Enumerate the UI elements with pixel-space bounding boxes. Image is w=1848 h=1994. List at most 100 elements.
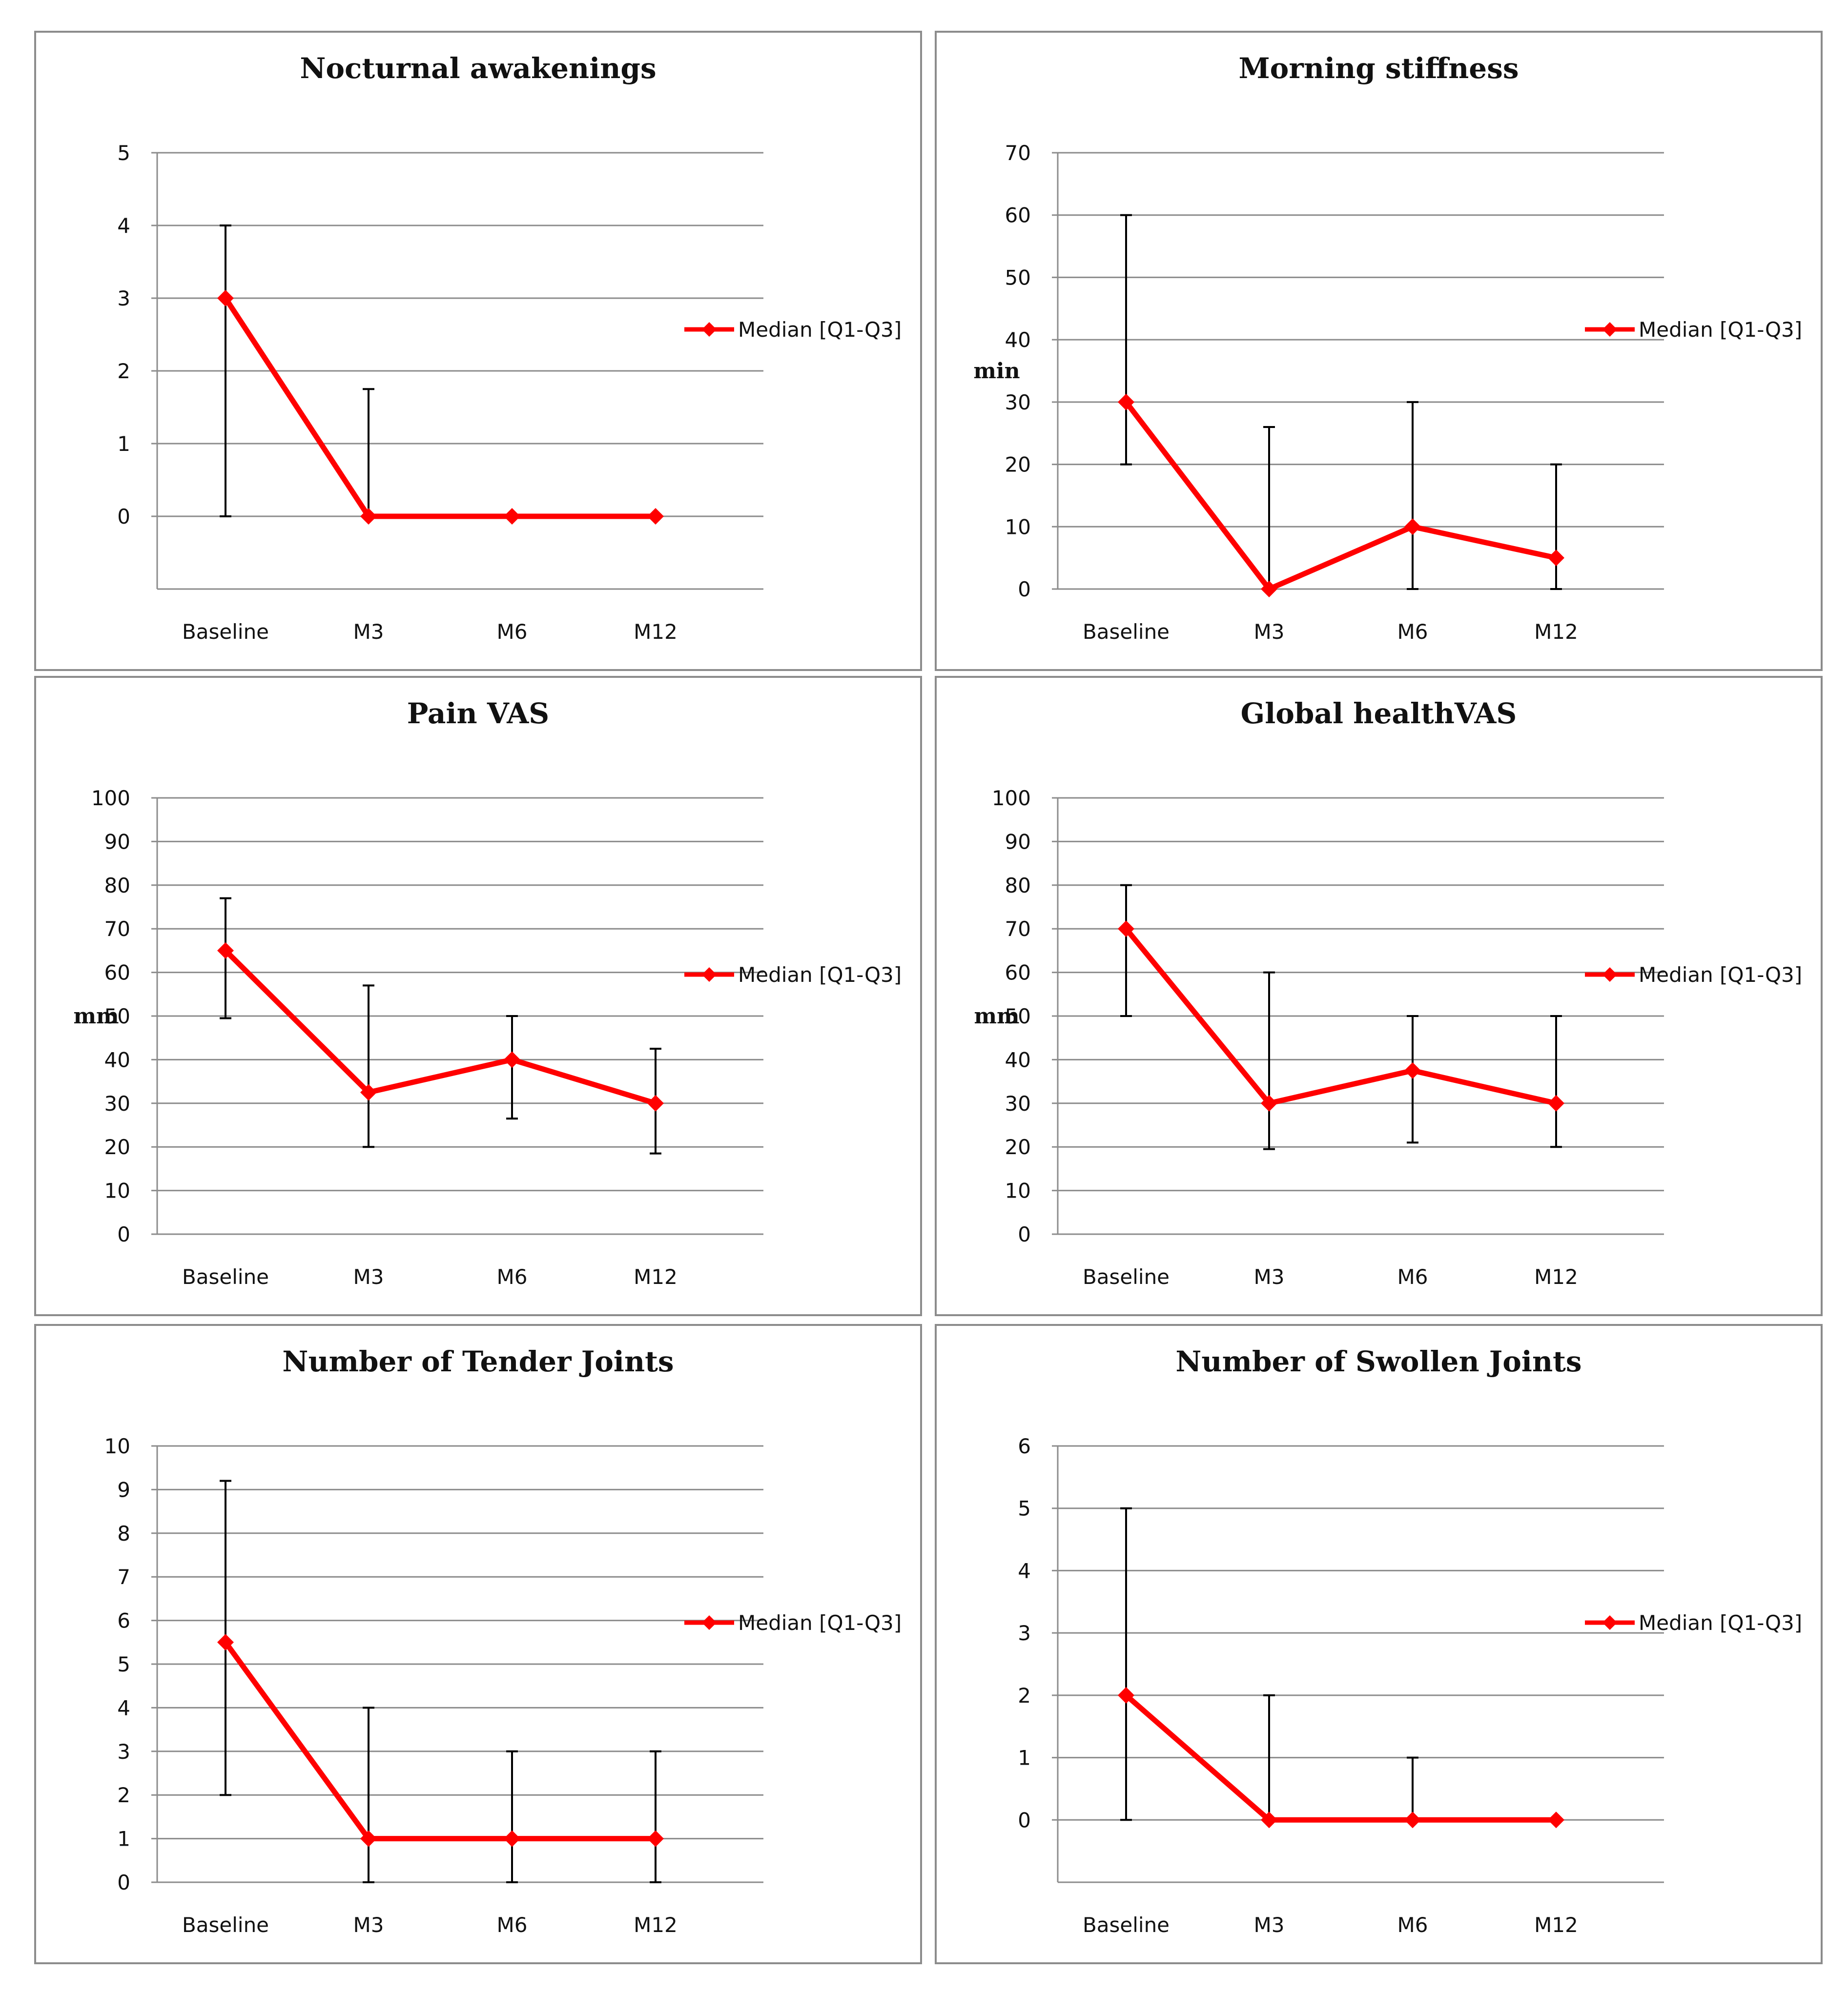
y-tick-label: 5 [1018, 1497, 1031, 1521]
y-tick-label: 70 [104, 917, 130, 941]
x-tick-label: Baseline [1083, 620, 1170, 644]
x-tick-label: M6 [497, 1265, 528, 1289]
y-tick-label: 5 [117, 1652, 130, 1676]
panel-frame [34, 31, 922, 671]
legend-label: Median [Q1-Q3] [1639, 318, 1802, 342]
data-point [1404, 1811, 1421, 1829]
y-tick-label: 50 [104, 1004, 130, 1028]
y-tick-label: 0 [117, 1222, 130, 1246]
y-tick-label: 40 [1005, 1048, 1031, 1072]
x-tick-label: M6 [1397, 620, 1428, 644]
data-point [647, 508, 664, 525]
y-tick-label: 100 [992, 786, 1031, 810]
y-tick-label: 1 [1018, 1746, 1031, 1770]
y-tick-label: 10 [104, 1434, 130, 1458]
data-point [504, 1051, 520, 1068]
chart-panel-1: Nocturnal awakenings 0 1 2 3 4 5 Baseline M3 M6 M1… [34, 31, 922, 671]
data-point [1261, 1095, 1277, 1112]
x-tick-label: Baseline [182, 1265, 269, 1289]
y-tick-label: 0 [117, 505, 130, 529]
legend-marker [1602, 322, 1617, 337]
y-tick-label: 20 [1005, 1135, 1031, 1159]
panel-frame [935, 31, 1823, 671]
y-tick-label: 30 [1005, 1092, 1031, 1116]
x-tick-label: Baseline [182, 620, 269, 644]
data-point [647, 1830, 664, 1847]
y-tick-label: 60 [1005, 203, 1031, 227]
y-tick-label: 6 [117, 1609, 130, 1633]
y-tick-label: 0 [1018, 1222, 1031, 1246]
panel-frame [34, 1324, 922, 1964]
data-point [1118, 393, 1134, 410]
y-axis-label: min [973, 359, 1020, 384]
chart-title: Global healthVAS [1241, 697, 1517, 730]
y-tick-label: 30 [104, 1092, 130, 1116]
median-line [1124, 927, 1557, 1106]
y-tick-label: 8 [117, 1522, 130, 1546]
chart-title: Number of Tender Joints [282, 1345, 674, 1378]
data-point [1261, 581, 1277, 597]
median-line [1124, 1693, 1556, 1823]
y-tick-label: 3 [1018, 1621, 1031, 1645]
x-tick-label: M6 [497, 620, 528, 644]
data-point [360, 1084, 377, 1101]
data-point [217, 290, 234, 306]
y-tick-label: 4 [1018, 1559, 1031, 1583]
x-tick-label: M12 [1534, 1913, 1578, 1937]
y-tick-label: 70 [1005, 917, 1031, 941]
y-axis-label: mm [974, 1004, 1019, 1029]
legend-marker [702, 322, 717, 337]
y-tick-label: 80 [104, 874, 130, 897]
y-tick-label: 100 [91, 786, 130, 810]
y-tick-label: 10 [1005, 515, 1031, 539]
y-tick-label: 80 [1005, 874, 1031, 897]
data-point [1548, 549, 1564, 567]
panel-frame [34, 676, 922, 1316]
y-tick-label: 1 [117, 432, 130, 456]
x-tick-label: Baseline [1083, 1913, 1170, 1937]
x-tick-label: M6 [497, 1913, 528, 1937]
data-point [1118, 920, 1134, 937]
panel-frame [935, 1324, 1823, 1964]
y-tick-label: 50 [1005, 265, 1031, 289]
data-point [1118, 1687, 1134, 1704]
legend-marker [702, 1615, 717, 1630]
chart-title: Pain VAS [407, 697, 549, 730]
data-point [504, 508, 520, 525]
y-tick-label: 1 [117, 1827, 130, 1851]
y-tick-label: 20 [104, 1135, 130, 1159]
x-tick-label: M3 [353, 1265, 384, 1289]
y-tick-label: 4 [117, 214, 130, 238]
y-tick-label: 0 [1018, 577, 1031, 601]
data-point [504, 1830, 520, 1847]
legend-marker [1602, 967, 1617, 982]
legend-marker [1602, 1615, 1617, 1630]
y-tick-label: 2 [1018, 1684, 1031, 1708]
y-tick-label: 20 [1005, 453, 1031, 477]
y-tick-label: 40 [1005, 328, 1031, 352]
y-tick-label: 0 [1018, 1808, 1031, 1832]
y-tick-label: 9 [117, 1478, 130, 1502]
median-line [224, 948, 657, 1106]
x-tick-label: M12 [634, 620, 678, 644]
chart-panel-3: Pain VAS 0 10 20 30 40 50 60 70 80 90 100 mm Baseline… [34, 676, 922, 1316]
chart-title: Morning stiffness [1238, 52, 1519, 85]
chart-panel-5: Number of Tender Joints 0 1 2 3 4 5 6 7 8 9 10 Basel… [34, 1324, 922, 1964]
data-point [1548, 1811, 1564, 1829]
chart-panel-4: Global healthVAS 0 10 20 30 40 50 60 70 80 90 100 mm… [935, 676, 1823, 1316]
x-tick-label: M3 [353, 1913, 384, 1937]
data-point [1404, 1062, 1421, 1079]
chart-panel-2: Morning stiffness 0 10 20 30 40 50 60 70 min Basel… [935, 31, 1823, 671]
y-tick-label: 60 [1005, 961, 1031, 985]
legend-label: Median [Q1-Q3] [738, 963, 902, 987]
data-point [360, 1830, 377, 1847]
chart-panel-6: Number of Swollen Joints 0 1 2 3 4 5 6 Baseline M… [935, 1324, 1823, 1964]
y-tick-label: 40 [104, 1048, 130, 1072]
y-tick-label: 3 [117, 1740, 130, 1764]
x-tick-label: Baseline [1083, 1265, 1170, 1289]
y-tick-label: 10 [104, 1179, 130, 1203]
y-tick-label: 0 [117, 1871, 130, 1894]
legend-label: Median [Q1-Q3] [738, 318, 902, 342]
